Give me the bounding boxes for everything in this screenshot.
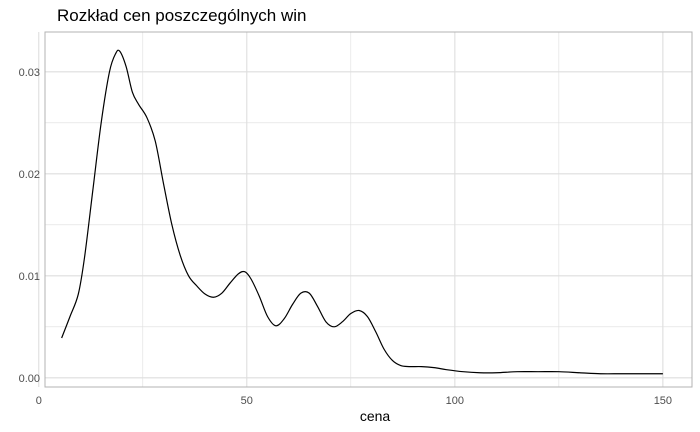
plot-panel: [45, 32, 692, 387]
panel-border: [44, 31, 693, 388]
y-tick-label: 0.01: [19, 271, 40, 283]
y-tick-label: 0.02: [19, 169, 40, 181]
x-tick-label: 150: [654, 395, 672, 407]
density-line: [61, 49, 663, 375]
tick-labels: 0 50 100 150 0.00 0.01 0.02 0.03: [19, 67, 672, 407]
y-tick-label: 0.00: [19, 373, 40, 385]
y-tick-label: 0.03: [19, 67, 40, 79]
x-axis-title: cena: [360, 408, 391, 424]
x-tick-label: 50: [241, 395, 253, 407]
x-tick-label: 100: [446, 395, 464, 407]
x-tick-label: 0: [36, 395, 42, 407]
series-layer: [61, 49, 663, 375]
grid-lines: [38, 32, 692, 387]
chart-title: Rozkład cen poszczególnych win: [57, 6, 307, 25]
